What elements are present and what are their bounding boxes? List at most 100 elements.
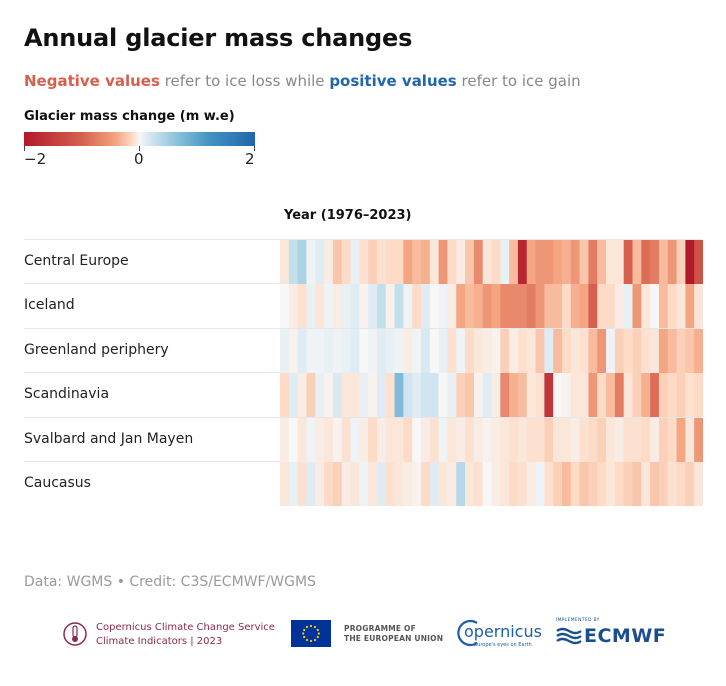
heatmap-cell bbox=[623, 418, 633, 462]
heatmap-cell bbox=[623, 284, 633, 328]
heatmap-cell bbox=[465, 418, 475, 462]
heatmap-cell bbox=[562, 418, 572, 462]
heatmap-cell bbox=[280, 373, 290, 417]
heatmap-cell bbox=[491, 418, 501, 462]
colorbar-label-zero: 0 bbox=[134, 150, 144, 168]
heatmap-cell bbox=[403, 240, 413, 284]
heatmap-cell bbox=[473, 329, 484, 373]
heatmap-cell bbox=[376, 462, 387, 506]
heatmap-cell bbox=[403, 373, 413, 417]
row-label-central-europe: Central Europe bbox=[24, 253, 129, 269]
heatmap-cell bbox=[403, 462, 413, 506]
heatmap-cell bbox=[394, 240, 404, 284]
heatmap-cell bbox=[315, 284, 325, 328]
heatmap-cell bbox=[544, 373, 554, 417]
heatmap-cell bbox=[421, 240, 431, 284]
heatmap-cell bbox=[667, 418, 677, 462]
heatmap-cell bbox=[570, 329, 581, 373]
heatmap-cell bbox=[421, 418, 431, 462]
heatmap-cell bbox=[544, 284, 554, 328]
heatmap-cell bbox=[482, 418, 492, 462]
heatmap-cell bbox=[526, 462, 536, 506]
c3s-logo-text: Copernicus Climate Change Service Climat… bbox=[96, 621, 275, 649]
heatmap-cell bbox=[368, 284, 378, 328]
heatmap-cell bbox=[350, 329, 360, 373]
heatmap-cell bbox=[562, 462, 572, 506]
heatmap-cell bbox=[650, 418, 660, 462]
heatmap-cell bbox=[394, 373, 404, 417]
colorbar-tick bbox=[139, 146, 140, 151]
heatmap-cell bbox=[606, 240, 616, 284]
heatmap-cell bbox=[570, 284, 581, 328]
heatmap-cell bbox=[685, 462, 695, 506]
heatmap-cell bbox=[597, 418, 607, 462]
heatmap-cell bbox=[324, 284, 334, 328]
heatmap-cell bbox=[341, 462, 351, 506]
heatmap-cell bbox=[456, 240, 466, 284]
heatmap-cell bbox=[465, 284, 475, 328]
heatmap-cell bbox=[421, 329, 431, 373]
heatmap-cell bbox=[517, 329, 528, 373]
heatmap-cell bbox=[385, 284, 395, 328]
ecmwf-implemented-by: IMPLEMENTED BY bbox=[556, 618, 600, 623]
colorbar-tick bbox=[24, 146, 25, 151]
heatmap-cell bbox=[288, 284, 299, 328]
heatmap-cell bbox=[597, 284, 607, 328]
heatmap-cell bbox=[676, 418, 686, 462]
heatmap-cell bbox=[553, 284, 563, 328]
row-divider bbox=[24, 417, 702, 418]
heatmap-cell bbox=[517, 240, 528, 284]
heatmap-cell bbox=[570, 373, 581, 417]
colorbar-label-max: 2 bbox=[245, 150, 255, 168]
colorbar bbox=[24, 132, 255, 146]
heatmap-cell bbox=[606, 373, 616, 417]
heatmap-cell bbox=[500, 284, 510, 328]
heatmap-cell bbox=[288, 418, 299, 462]
heatmap-cell bbox=[570, 240, 581, 284]
heatmap-cell bbox=[368, 240, 378, 284]
heatmap-cell bbox=[421, 373, 431, 417]
heatmap-cell bbox=[412, 373, 422, 417]
heatmap-cell bbox=[403, 284, 413, 328]
x-axis-label: Year (1976–2023) bbox=[284, 208, 412, 223]
heatmap-cell bbox=[385, 240, 395, 284]
heatmap-cell bbox=[614, 329, 625, 373]
heatmap-cell bbox=[641, 284, 651, 328]
heatmap bbox=[280, 240, 703, 506]
heatmap-cell bbox=[614, 240, 625, 284]
heatmap-cell bbox=[588, 284, 598, 328]
heatmap-cell bbox=[685, 373, 695, 417]
row-label-iceland: Iceland bbox=[24, 297, 75, 313]
heatmap-cell bbox=[694, 240, 703, 284]
row-label-caucasus: Caucasus bbox=[24, 475, 91, 491]
copernicus-logo-text: opernicus bbox=[464, 622, 542, 641]
heatmap-cell bbox=[676, 284, 686, 328]
colorbar-tick bbox=[254, 146, 255, 151]
heatmap-cell bbox=[324, 462, 334, 506]
heatmap-cell bbox=[376, 373, 387, 417]
heatmap-cell bbox=[632, 418, 642, 462]
heatmap-cell bbox=[614, 418, 625, 462]
heatmap-cell bbox=[517, 284, 528, 328]
heatmap-cell bbox=[473, 418, 484, 462]
heatmap-cell bbox=[694, 418, 703, 462]
heatmap-cell bbox=[456, 284, 466, 328]
heatmap-cell bbox=[685, 418, 695, 462]
heatmap-cell bbox=[359, 373, 369, 417]
footer-logos: Copernicus Climate Change Service Climat… bbox=[0, 612, 726, 662]
eu-programme-text: PROGRAMME OF THE EUROPEAN UNION bbox=[344, 624, 443, 644]
heatmap-cell bbox=[297, 329, 307, 373]
heatmap-cell bbox=[280, 329, 290, 373]
heatmap-cell bbox=[500, 240, 510, 284]
heatmap-cell bbox=[403, 329, 413, 373]
heatmap-cell bbox=[350, 240, 360, 284]
heatmap-cell bbox=[579, 329, 589, 373]
heatmap-cell bbox=[473, 373, 484, 417]
heatmap-cell bbox=[288, 373, 299, 417]
heatmap-cell bbox=[429, 373, 440, 417]
copernicus-c-icon bbox=[457, 619, 478, 647]
heatmap-cell bbox=[667, 240, 677, 284]
heatmap-cell bbox=[438, 329, 448, 373]
heatmap-cell bbox=[526, 329, 536, 373]
heatmap-cell bbox=[685, 329, 695, 373]
